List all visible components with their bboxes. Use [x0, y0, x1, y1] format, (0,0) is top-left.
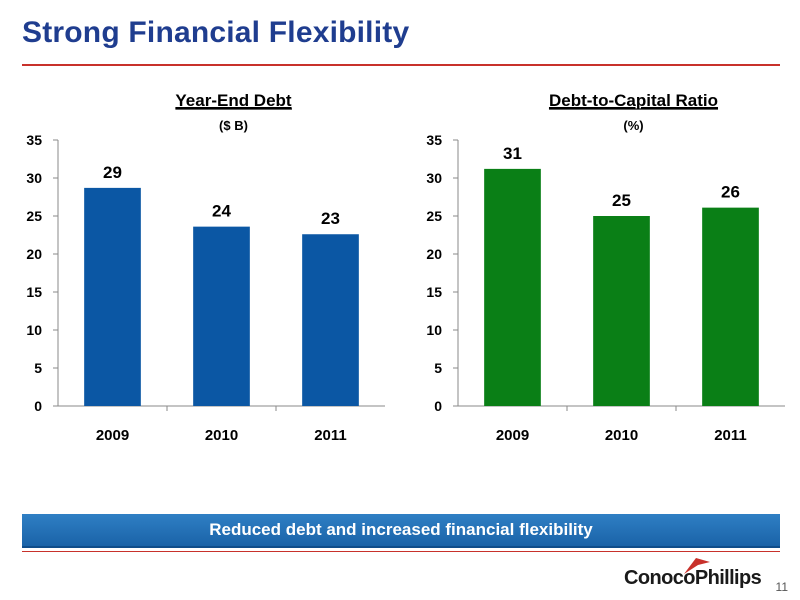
y-tick-label-35: 35	[26, 132, 42, 148]
y-tick-label-35: 35	[426, 132, 442, 148]
x-tick-label-2009: 2009	[96, 427, 129, 444]
y-tick-label-25: 25	[426, 208, 442, 224]
year-end-debt-chart: Year-End Debt ($ B) 0 5 10 15 20 25 30 35 29 2009 24…	[26, 91, 385, 444]
logo-mark-icon	[684, 558, 710, 574]
bar-year-end-debt-2009	[84, 187, 141, 406]
y-tick-label-20: 20	[26, 246, 42, 262]
y-tick-label-10: 10	[426, 322, 442, 338]
data-label-2011: 26	[721, 183, 740, 202]
chart-title: Year-End Debt	[175, 91, 292, 110]
logo-wordmark: ConocoPhillips	[624, 567, 762, 589]
y-tick-label-30: 30	[426, 170, 442, 186]
bar-year-end-debt-2010	[193, 226, 250, 406]
data-label-2010: 24	[212, 202, 231, 221]
x-tick-label-2009: 2009	[496, 427, 529, 444]
y-tick-label-5: 5	[434, 360, 442, 376]
y-tick-label-25: 25	[26, 208, 42, 224]
debt-to-capital-chart: Debt-to-Capital Ratio (%) 0 5 10 15 20 25 30 35 31…	[426, 91, 785, 444]
page-number: 11	[775, 580, 788, 594]
y-tick-label-20: 20	[426, 246, 442, 262]
y-tick-label-30: 30	[26, 170, 42, 186]
bar-debt-to-capital-ratio-2011	[702, 207, 759, 406]
y-tick-label-5: 5	[34, 360, 42, 376]
y-tick-label-10: 10	[26, 322, 42, 338]
summary-banner: Reduced debt and increased financial fle…	[22, 514, 780, 548]
data-label-2009: 31	[503, 144, 522, 163]
bar-year-end-debt-2011	[302, 234, 359, 406]
data-label-2010: 25	[612, 191, 631, 210]
chart-subtitle: (%)	[623, 118, 643, 133]
footer-divider	[22, 551, 780, 552]
bar-debt-to-capital-ratio-2010	[593, 216, 650, 406]
y-tick-label-15: 15	[426, 284, 442, 300]
x-tick-label-2011: 2011	[314, 427, 347, 444]
x-tick-label-2011: 2011	[714, 427, 747, 444]
chart-subtitle: ($ B)	[219, 118, 248, 133]
x-tick-label-2010: 2010	[205, 427, 238, 444]
slide-title: Strong Financial Flexibility	[22, 16, 410, 49]
company-logo: ConocoPhillips	[624, 556, 774, 590]
y-tick-label-0: 0	[34, 398, 42, 414]
data-label-2009: 29	[103, 163, 122, 182]
data-label-2011: 23	[321, 209, 340, 228]
y-tick-label-15: 15	[26, 284, 42, 300]
y-tick-label-0: 0	[434, 398, 442, 414]
x-tick-label-2010: 2010	[605, 427, 638, 444]
chart-title: Debt-to-Capital Ratio	[549, 91, 718, 110]
title-divider	[22, 64, 780, 66]
bar-debt-to-capital-ratio-2009	[484, 168, 541, 406]
